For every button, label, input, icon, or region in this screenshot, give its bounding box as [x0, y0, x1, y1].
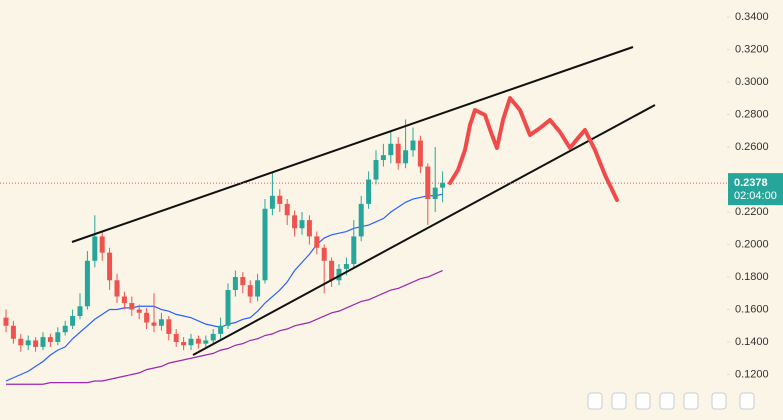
candle-body: [33, 340, 39, 347]
candle-body: [240, 277, 246, 286]
tool-icon[interactable]: [659, 392, 675, 410]
candle-body: [218, 325, 224, 334]
candle-body: [62, 325, 68, 333]
candle-body: [10, 325, 16, 339]
moving-average: [5, 193, 443, 382]
candle-body: [425, 166, 431, 200]
tool-icon[interactable]: [587, 392, 603, 410]
candle-body: [299, 220, 305, 229]
candle-body: [114, 280, 120, 297]
candle-body: [92, 236, 98, 261]
candle-body: [77, 306, 83, 317]
candle-body: [188, 338, 194, 346]
candle-body: [284, 203, 290, 216]
candle-body: [403, 150, 409, 164]
countdown-label: 02:04:00: [734, 190, 777, 202]
candle-body: [395, 143, 401, 164]
candle-body: [314, 236, 320, 248]
candle-body: [277, 195, 283, 204]
tool-icon[interactable]: [611, 392, 627, 410]
candle-body: [417, 140, 423, 167]
trend-line-lower: [192, 104, 656, 356]
candle-body: [329, 260, 335, 281]
candle-body: [306, 220, 312, 237]
candle-body: [25, 340, 31, 346]
candle-body: [432, 187, 438, 200]
candle-body: [247, 285, 253, 297]
projection-drawing: [448, 96, 619, 202]
candle-body: [336, 268, 342, 281]
candle-body: [440, 182, 446, 188]
candle-body: [269, 195, 275, 209]
y-tick-label: 0.2000: [735, 238, 769, 250]
candle-body: [129, 303, 135, 310]
y-tick-label: 0.2200: [735, 206, 769, 218]
candle-body: [292, 215, 298, 229]
candle-body: [121, 296, 127, 304]
tool-icon[interactable]: [635, 392, 651, 410]
candle-body: [203, 340, 209, 344]
moving-average: [6, 269, 443, 385]
y-tick-label: 0.1600: [735, 303, 769, 315]
last-price-box: [728, 173, 783, 206]
tool-icon[interactable]: [711, 392, 727, 410]
candle-body: [166, 319, 172, 334]
candle-body: [99, 236, 105, 253]
last-price-label: 0.2378: [734, 177, 768, 189]
y-tick-label: 0.1400: [735, 336, 769, 348]
tool-icon[interactable]: [739, 392, 755, 410]
candle-body: [40, 337, 46, 347]
trend-line-upper: [71, 46, 634, 243]
candle-body: [380, 155, 386, 161]
candle-body: [158, 319, 164, 326]
y-tick-label: 0.2800: [735, 108, 769, 120]
candle-body: [55, 332, 61, 343]
candle-body: [262, 208, 268, 281]
y-tick-label: 0.2600: [735, 141, 769, 153]
candle-body: [136, 309, 142, 313]
candle-body: [181, 342, 187, 346]
toolbar: [587, 392, 755, 410]
candle-body: [366, 179, 372, 204]
candle-body: [47, 337, 53, 343]
candle-body: [107, 252, 113, 281]
candle-body: [173, 333, 179, 343]
tool-icon[interactable]: [683, 392, 699, 410]
candle-body: [255, 280, 261, 297]
candle-body: [70, 316, 76, 326]
y-tick-label: 0.1200: [735, 368, 769, 380]
candle-body: [151, 322, 157, 326]
candle-body: [351, 236, 357, 265]
candle-body: [321, 247, 327, 261]
candle-body: [373, 160, 379, 180]
y-tick-label: 0.3000: [735, 76, 769, 88]
candle-body: [18, 338, 24, 346]
y-tick-label: 0.1800: [735, 271, 769, 283]
candle-body: [195, 338, 201, 344]
candle-body: [210, 333, 216, 341]
y-tick-label: 0.3400: [735, 11, 769, 23]
candle-body: [388, 143, 394, 156]
candle-body: [3, 317, 9, 326]
candle-body: [84, 260, 90, 307]
candle-body: [343, 264, 349, 269]
candle-body: [410, 140, 416, 151]
candle-body: [232, 277, 238, 291]
y-tick-label: 0.3200: [735, 43, 769, 55]
candle-body: [225, 290, 231, 326]
candle-body: [144, 312, 150, 323]
candle-body: [358, 203, 364, 237]
